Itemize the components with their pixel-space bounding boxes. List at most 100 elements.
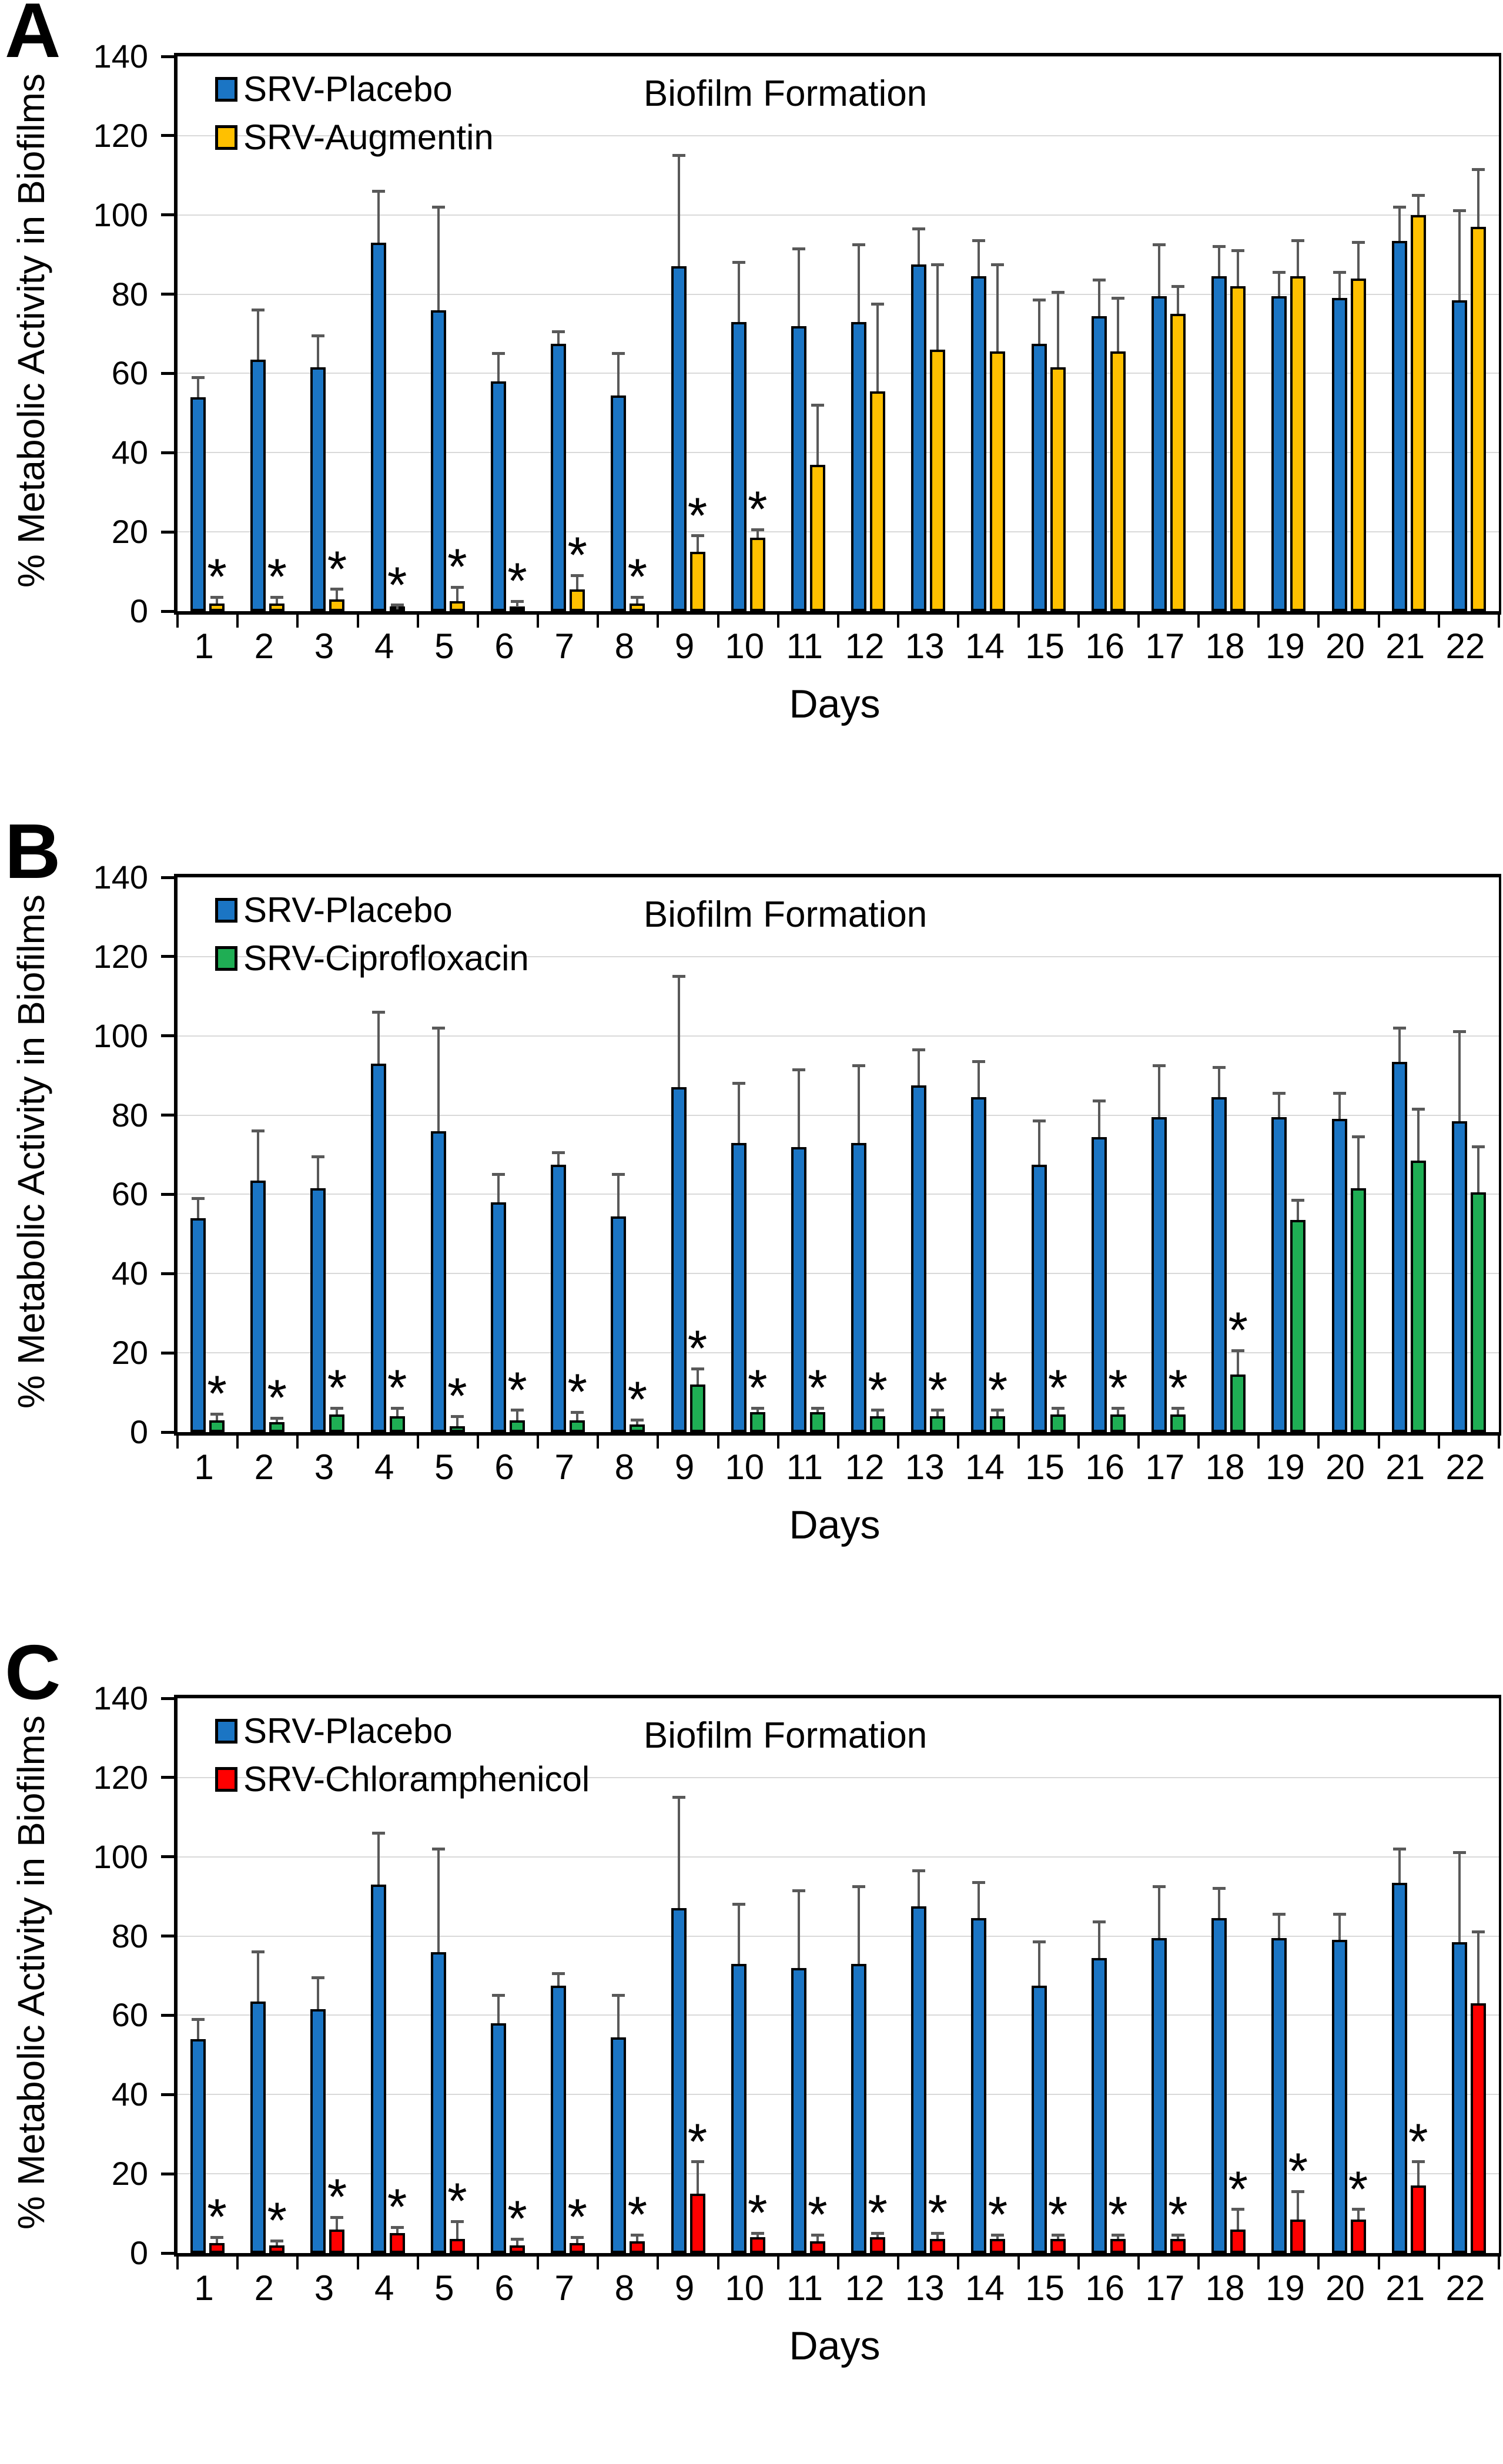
error-bar	[1037, 1121, 1040, 1165]
error-bar-cap	[1471, 1145, 1485, 1149]
error-bar-cap	[811, 403, 824, 407]
x-axis-tick	[1257, 1436, 1260, 1449]
x-axis-tick	[1317, 1436, 1320, 1449]
significance-asterisk-day-8: *	[627, 549, 648, 606]
x-axis-tick	[1197, 615, 1200, 628]
error-bar-cap	[1051, 2234, 1065, 2237]
error-bar	[1056, 292, 1059, 368]
error-bar	[918, 1050, 920, 1085]
error-bar	[1177, 286, 1179, 314]
error-bar-cap	[431, 1847, 445, 1850]
error-bar	[876, 304, 879, 391]
bar-srv-placebo-day-12	[851, 321, 867, 611]
bar-srv-augmentin-day-9	[689, 551, 705, 611]
error-bar	[276, 1418, 279, 1423]
error-bar-cap	[1231, 1349, 1245, 1353]
bar-srv-placebo-day-7	[551, 1164, 567, 1432]
gridline-100	[178, 214, 1499, 216]
x-axis-tick	[657, 615, 660, 628]
bar-srv-chloramphenicol-day-22	[1470, 2003, 1486, 2253]
error-bar	[1097, 280, 1100, 316]
error-bar-cap	[511, 599, 524, 603]
y-axis-tick	[161, 1114, 174, 1117]
error-bar	[1458, 210, 1461, 300]
y-axis-tick	[161, 609, 174, 613]
error-bar	[1218, 246, 1221, 277]
significance-asterisk-day-2: *	[267, 1370, 287, 1427]
y-axis-tick	[161, 134, 174, 138]
significance-asterisk-day-12: *	[868, 1362, 888, 1419]
y-axis-tick	[161, 530, 174, 534]
error-bar	[317, 1977, 320, 2010]
error-bar-cap	[732, 1082, 745, 1085]
error-bar-cap	[792, 1068, 805, 1071]
error-bar-cap	[672, 1796, 685, 1799]
x-axis-tick	[1017, 1436, 1020, 1449]
error-bar	[1158, 244, 1160, 296]
y-tick-label: 140	[93, 1679, 148, 1717]
error-bar-cap	[1411, 193, 1425, 197]
bar-srv-chloramphenicol-day-17	[1170, 2239, 1186, 2253]
x-tick-label-day-15: 15	[1025, 2268, 1065, 2308]
x-tick-label-day-5: 5	[434, 1447, 454, 1487]
legend-label: SRV-Placebo	[243, 1711, 453, 1751]
error-bar-cap	[1291, 2190, 1305, 2193]
significance-asterisk-day-8: *	[627, 1372, 648, 1429]
significance-asterisk-day-12: *	[868, 2185, 888, 2241]
error-bar-cap	[1032, 1940, 1046, 1944]
error-bar-cap	[631, 595, 644, 599]
x-axis-tick	[657, 2257, 660, 2269]
y-tick-label: 40	[111, 434, 148, 471]
bar-srv-placebo-day-5	[430, 1952, 446, 2253]
bar-srv-placebo-day-20	[1331, 1940, 1347, 2253]
error-bar	[1477, 169, 1479, 227]
bar-srv-placebo-day-22	[1451, 1121, 1467, 1432]
error-bar	[216, 597, 219, 604]
error-bar	[1338, 1914, 1341, 1940]
error-bar	[918, 229, 920, 264]
y-tick-label: 100	[93, 196, 148, 233]
error-bar	[677, 976, 680, 1088]
bar-srv-augmentin-day-18	[1230, 286, 1246, 611]
bar-srv-placebo-day-19	[1271, 1937, 1287, 2253]
significance-asterisk-day-11: *	[808, 1360, 828, 1417]
y-axis-title-text: % Metabolic Activity in Biofilms	[10, 894, 52, 1409]
x-tick-label-day-15: 15	[1025, 1447, 1065, 1487]
y-tick-label: 60	[111, 1996, 148, 2034]
y-tick-label: 0	[129, 1413, 148, 1450]
y-axis-tick	[161, 1855, 174, 1859]
legend-label: SRV-Augmentin	[243, 118, 494, 157]
bar-srv-placebo-day-2	[250, 1180, 266, 1432]
error-bar	[396, 605, 399, 609]
x-tick-label-day-6: 6	[494, 1447, 514, 1487]
legend: SRV-Placebo SRV-Ciprofloxacin	[215, 893, 529, 989]
bar-srv-ciprofloxacin-day-15	[1050, 1414, 1066, 1432]
bar-srv-placebo-day-8	[611, 1216, 627, 1432]
error-bar	[516, 1410, 518, 1420]
x-axis-tick	[1498, 615, 1500, 628]
x-axis-tick	[1137, 2257, 1140, 2269]
bar-srv-placebo-day-10	[731, 1142, 747, 1432]
significance-asterisk-day-14: *	[988, 2187, 1008, 2244]
error-bar-cap	[612, 1994, 625, 1997]
x-tick-label-day-10: 10	[725, 1447, 765, 1487]
x-axis-tick	[296, 2257, 299, 2269]
error-bar	[696, 1369, 699, 1385]
significance-asterisk-day-20: *	[1348, 2161, 1368, 2218]
bar-srv-chloramphenicol-day-1	[209, 2243, 225, 2253]
gridline-120	[178, 956, 1499, 957]
bar-srv-placebo-day-15	[1031, 343, 1047, 611]
legend-label: SRV-Placebo	[243, 69, 453, 109]
error-bar-cap	[691, 534, 704, 538]
error-bar	[978, 240, 980, 277]
error-bar	[1116, 2235, 1119, 2240]
bar-srv-chloramphenicol-day-14	[990, 2239, 1006, 2253]
bar-srv-augmentin-day-1	[209, 603, 225, 611]
bar-srv-placebo-day-4	[370, 1884, 386, 2253]
error-bar	[737, 1083, 740, 1143]
error-bar	[396, 1408, 399, 1417]
error-bar	[1037, 1942, 1040, 1986]
bar-srv-ciprofloxacin-day-14	[990, 1416, 1006, 1432]
y-axis-tick	[161, 55, 174, 58]
error-bar-cap	[450, 2220, 464, 2223]
